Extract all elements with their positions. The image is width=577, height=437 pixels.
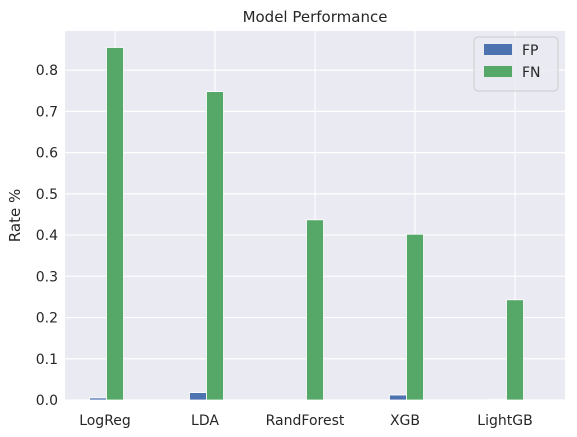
x-axis-ticks: LogReg LDA RandForest XGB LightGB (79, 413, 533, 429)
bar-fp-lightgb (489, 398, 507, 401)
y-tick-label: 0.2 (36, 311, 58, 327)
y-tick-label: 0.4 (36, 228, 58, 244)
bar-fp-logreg (89, 397, 107, 401)
bar-fn-lightgb (506, 299, 524, 401)
bar-fn-logreg (106, 47, 124, 401)
bars-group (89, 47, 524, 401)
y-tick-label: 0.1 (36, 352, 58, 368)
legend: FP FN (473, 36, 559, 92)
x-tick-label: RandForest (266, 413, 345, 429)
legend-swatch-fp (484, 44, 512, 55)
y-tick-label: 0.7 (36, 104, 58, 120)
x-tick-label: XGB (390, 413, 420, 429)
y-tick-label: 0.0 (36, 393, 58, 409)
legend-label-fn: FN (522, 65, 541, 81)
x-tick-label: LDA (191, 413, 219, 429)
y-tick-label: 0.5 (36, 187, 58, 203)
y-tick-label: 0.3 (36, 269, 58, 285)
legend-label-fp: FP (522, 43, 539, 59)
y-axis-ticks: 0.0 0.1 0.2 0.3 0.4 0.5 0.6 0.7 0.8 (36, 63, 58, 409)
y-tick-label: 0.6 (36, 146, 58, 162)
x-tick-label: LightGB (477, 413, 532, 429)
bar-fp-lda (189, 392, 207, 401)
y-tick-label: 0.8 (36, 63, 58, 79)
chart-title: Model Performance (243, 8, 388, 26)
legend-swatch-fn (484, 66, 512, 77)
bar-fn-xgb (406, 233, 424, 401)
y-axis-label: Rate % (6, 189, 24, 242)
bar-fn-randforest (306, 219, 324, 401)
bar-fn-lda (206, 91, 224, 401)
x-tick-label: LogReg (79, 413, 131, 429)
bar-fp-xgb (389, 394, 407, 401)
